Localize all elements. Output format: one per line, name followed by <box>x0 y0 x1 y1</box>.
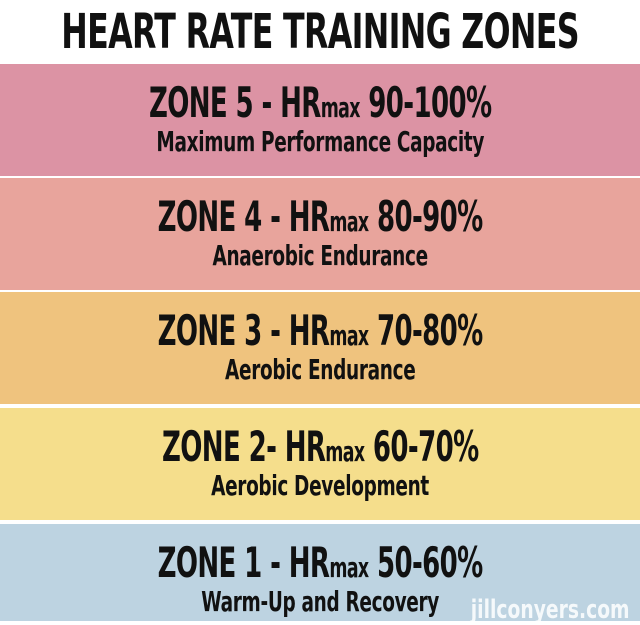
zone-3-range: 70-80% <box>376 306 483 355</box>
zone-2-band: ZONE 2- HRmax 60-70% Aerobic Development <box>0 408 640 520</box>
zone-2-range: 60-70% <box>372 422 479 471</box>
zone-5-prefix: ZONE 5 - HR <box>148 78 321 127</box>
zone-4-heading: ZONE 4 - HRmax 80-90% <box>0 194 640 245</box>
watermark: jillconyers.com <box>471 595 630 625</box>
zone-1-description-text: Warm-Up and Recovery <box>201 585 439 618</box>
zone-4-range: 80-90% <box>376 192 483 241</box>
zone-1-description: Warm-Up and Recovery <box>0 586 640 618</box>
zone-4-description-text: Anaerobic Endurance <box>212 239 428 272</box>
zone-1-band: ZONE 1 - HRmax 50-60% Warm-Up and Recove… <box>0 524 640 625</box>
zone-2-description-text: Aerobic Development <box>211 469 429 502</box>
zone-5-band: ZONE 5 - HRmax 90-100% Maximum Performan… <box>0 64 640 176</box>
page-title-text: HEART RATE TRAINING ZONES <box>61 4 579 60</box>
zone-5-description-text: Maximum Performance Capacity <box>156 125 484 158</box>
zone-3-band: ZONE 3 - HRmax 70-80% Aerobic Endurance <box>0 292 640 404</box>
zone-1-prefix: ZONE 1 - HR <box>157 538 330 587</box>
zone-3-description-text: Aerobic Endurance <box>224 353 416 386</box>
zone-2-description: Aerobic Development <box>0 470 640 502</box>
zone-4-max-label: max <box>329 205 369 238</box>
zone-2-heading: ZONE 2- HRmax 60-70% <box>0 424 640 475</box>
zone-2-max-label: max <box>325 435 365 468</box>
zone-5-heading: ZONE 5 - HRmax 90-100% <box>0 80 640 131</box>
zone-4-description: Anaerobic Endurance <box>0 240 640 272</box>
zone-5-description: Maximum Performance Capacity <box>0 126 640 158</box>
page-title: HEART RATE TRAINING ZONES <box>0 0 640 64</box>
zone-1-range: 50-60% <box>376 538 483 587</box>
zone-1-max-label: max <box>329 551 369 584</box>
zone-3-max-label: max <box>329 319 369 352</box>
zone-1-heading: ZONE 1 - HRmax 50-60% <box>0 540 640 591</box>
zone-4-band: ZONE 4 - HRmax 80-90% Anaerobic Enduranc… <box>0 178 640 290</box>
zone-3-heading: ZONE 3 - HRmax 70-80% <box>0 308 640 359</box>
zone-5-max-label: max <box>320 91 360 124</box>
zone-3-prefix: ZONE 3 - HR <box>157 306 330 355</box>
zone-4-prefix: ZONE 4 - HR <box>157 192 330 241</box>
zone-2-prefix: ZONE 2- HR <box>161 422 326 471</box>
zone-3-description: Aerobic Endurance <box>0 354 640 386</box>
zone-5-range: 90-100% <box>368 78 492 127</box>
